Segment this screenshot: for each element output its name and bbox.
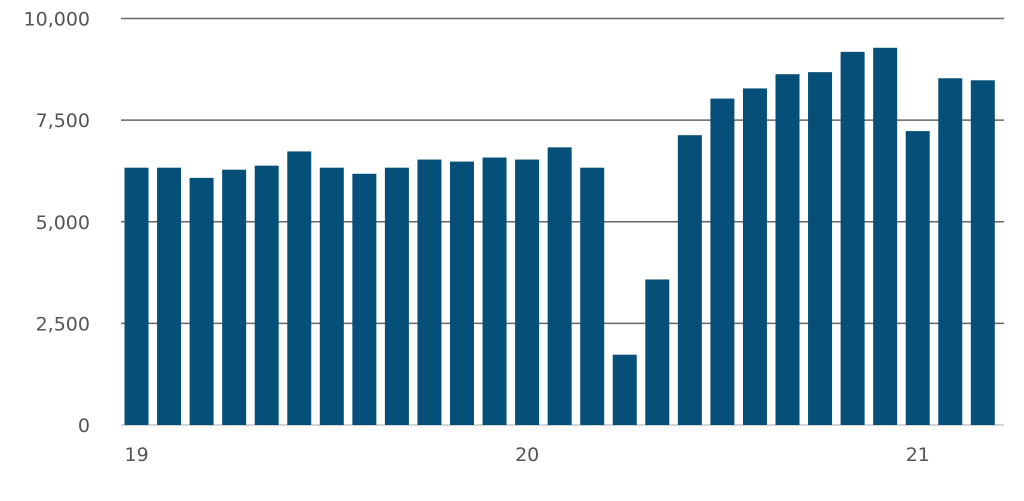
- bar-10: [450, 161, 474, 425]
- bar-23: [873, 47, 898, 425]
- bar-25: [938, 78, 963, 426]
- x-tick-label: 19: [125, 444, 149, 466]
- bar-15: [612, 354, 637, 425]
- bar-1: [157, 167, 182, 426]
- bar-5: [287, 151, 312, 425]
- y-tick-label: 0: [78, 415, 90, 437]
- bar-3: [222, 169, 247, 425]
- y-axis-ticks: 0 2,500 5,000 7,500 10,000: [24, 9, 90, 438]
- y-tick-label: 2,500: [36, 313, 90, 335]
- bar-22: [840, 51, 865, 425]
- bar-9: [417, 159, 442, 426]
- bar-16: [645, 279, 670, 425]
- bar-6: [319, 167, 344, 426]
- y-tick-label: 7,500: [36, 110, 90, 132]
- x-tick-label: 20: [515, 444, 539, 466]
- bar-26: [970, 80, 995, 426]
- bar-20: [775, 74, 800, 426]
- bar-4: [254, 165, 279, 425]
- bar-13: [547, 147, 572, 425]
- bar-12: [515, 159, 540, 426]
- bar-7: [352, 173, 377, 425]
- bar-2: [189, 177, 214, 425]
- bars: [124, 47, 995, 426]
- bar-19: [742, 88, 767, 425]
- bar-11: [482, 157, 507, 425]
- bar-17: [677, 135, 702, 425]
- bar-18: [710, 98, 735, 425]
- bar-8: [384, 167, 409, 426]
- y-tick-label: 10,000: [24, 9, 90, 31]
- bar-21: [808, 72, 833, 426]
- y-tick-label: 5,000: [36, 212, 90, 234]
- bar-14: [580, 167, 605, 426]
- x-tick-label: 21: [906, 444, 930, 466]
- x-axis-ticks: 19 20 21: [125, 444, 930, 466]
- bar-0: [124, 167, 149, 426]
- bar-24: [905, 131, 930, 425]
